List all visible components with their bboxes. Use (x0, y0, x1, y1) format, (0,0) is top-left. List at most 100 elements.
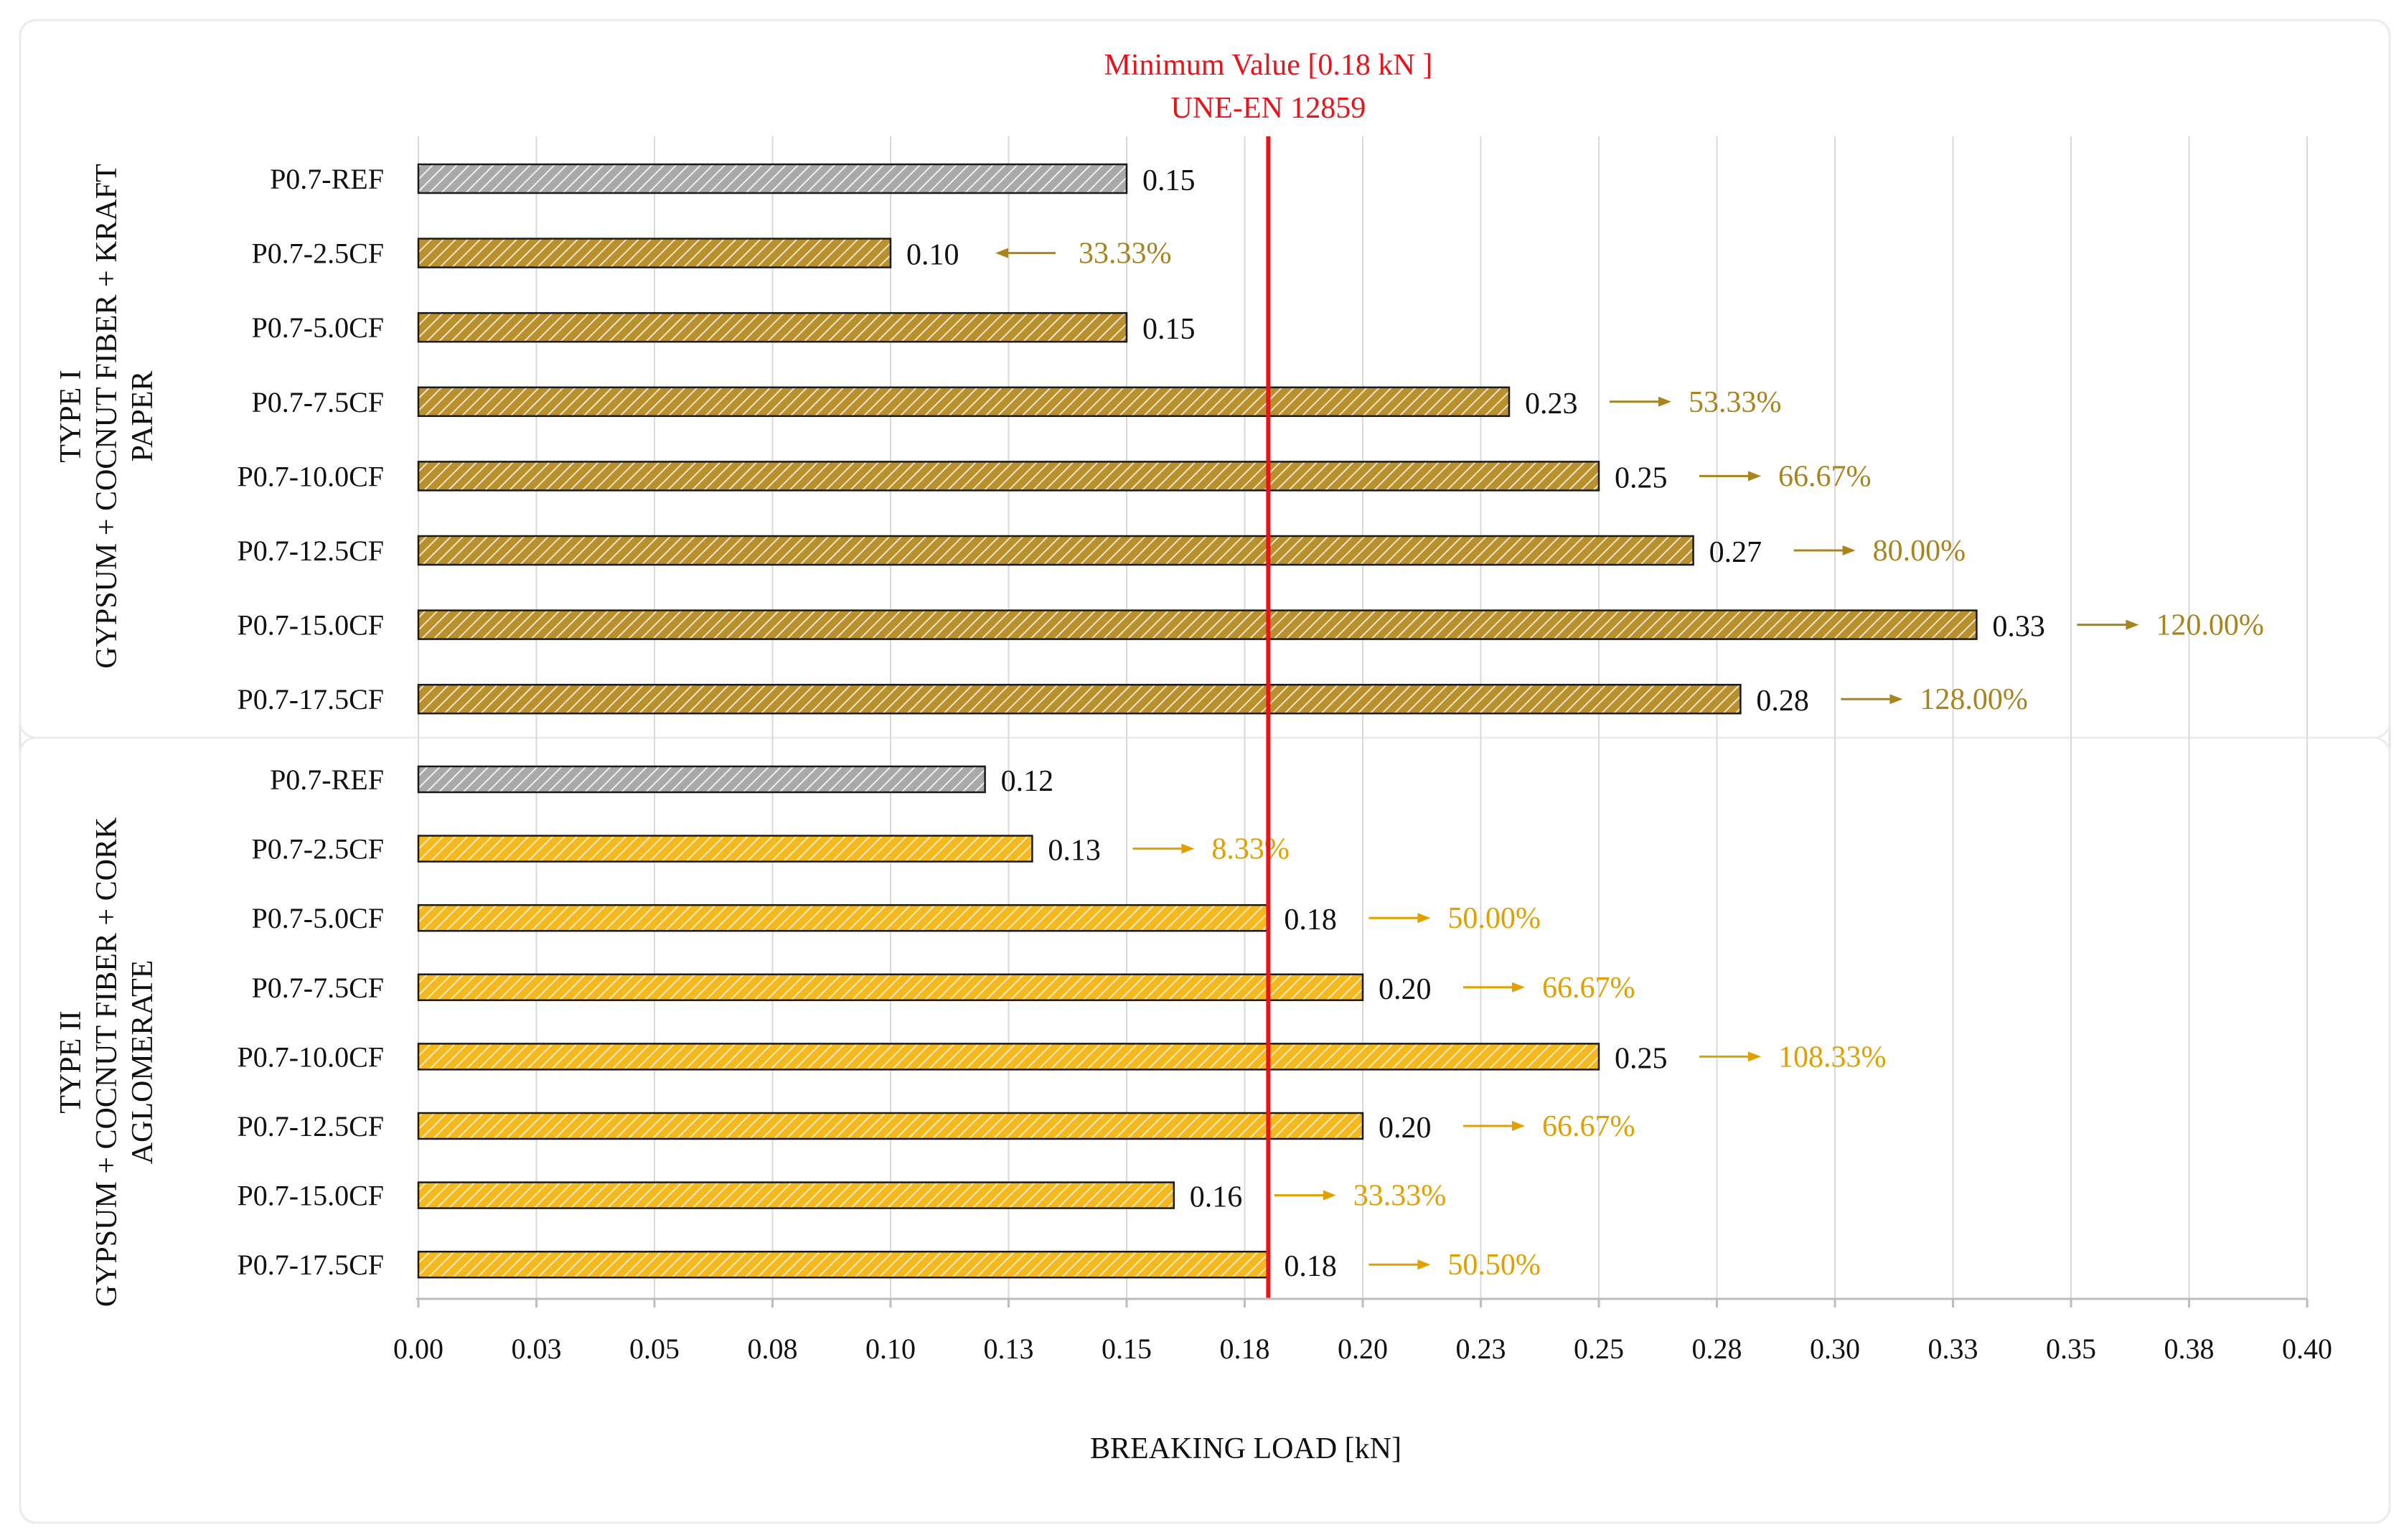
value-label: 0.18 (1284, 1250, 1337, 1283)
type2-group-description-cont: AGLOMERATE (126, 960, 159, 1165)
x-axis-title: BREAKING LOAD [kN] (1090, 1432, 1401, 1465)
category-label: P0.7-5.0CF (252, 902, 385, 934)
value-label: 0.16 (1190, 1181, 1243, 1214)
bar (417, 535, 1694, 566)
value-label: 0.12 (1001, 765, 1054, 798)
bar (417, 386, 1511, 418)
x-tick-label: 0.20 (1338, 1333, 1388, 1365)
bar (417, 1181, 1175, 1209)
value-label: 0.20 (1379, 1112, 1432, 1145)
type1-group-description: GYPSUM + COCNUT FIBER + KRAFT (90, 164, 123, 669)
change-arrow-head (1658, 396, 1671, 407)
reference-line-label: Minimum Value [0.18 kN ] (1104, 49, 1433, 82)
value-label: 0.20 (1379, 973, 1432, 1006)
x-tick-label: 0.05 (629, 1333, 680, 1365)
change-label: 33.33% (1079, 238, 1172, 271)
category-label: P0.7-12.5CF (238, 1110, 385, 1142)
bar (417, 903, 1269, 932)
category-label: P0.7-2.5CF (252, 238, 385, 270)
bar (417, 1112, 1364, 1140)
change-arrow-head (995, 248, 1008, 258)
change-label: 53.33% (1689, 386, 1782, 419)
change-label: 80.00% (1873, 535, 1966, 568)
type1-group-description-cont: PAPER (126, 371, 159, 462)
value-label: 0.23 (1525, 388, 1578, 421)
category-label: P0.7-7.5CF (252, 386, 385, 418)
x-tick-label: 0.08 (748, 1333, 798, 1365)
category-label: P0.7-15.0CF (238, 1180, 385, 1212)
category-label: P0.7-7.5CF (252, 972, 385, 1004)
change-arrow-head (1889, 694, 1903, 705)
bar (417, 311, 1128, 343)
bar (417, 973, 1364, 1002)
x-tick-label: 0.03 (512, 1333, 562, 1365)
reference-standard-label: UNE-EN 12859 (1171, 92, 1366, 125)
change-label: 50.50% (1447, 1249, 1540, 1282)
change-label: 50.00% (1447, 902, 1540, 935)
type2-group-description: GYPSUM + COCNUT FIBER + CORK (90, 817, 123, 1307)
change-label: 66.67% (1778, 460, 1872, 493)
x-tick-label: 0.00 (393, 1333, 443, 1365)
bar (417, 1043, 1600, 1071)
category-label: P0.7-5.0CF (252, 311, 385, 344)
gridlines (418, 136, 2308, 1299)
value-label: 0.15 (1142, 313, 1196, 346)
bar (417, 1250, 1269, 1279)
change-arrow-head (1323, 1190, 1336, 1201)
bar (417, 609, 1978, 640)
category-label: P0.7-10.0CF (238, 460, 385, 492)
change-label: 8.33% (1211, 833, 1290, 866)
change-label: 33.33% (1353, 1180, 1447, 1213)
value-label: 0.10 (906, 239, 959, 272)
bar (417, 683, 1742, 715)
type1-group-label: TYPE I (55, 370, 88, 463)
x-tick-label: 0.35 (2046, 1333, 2096, 1365)
value-label: 0.13 (1048, 835, 1101, 868)
x-tick-label: 0.28 (1692, 1333, 1742, 1365)
value-label: 0.25 (1615, 1042, 1668, 1075)
change-arrow-head (1181, 843, 1195, 854)
x-tick-label: 0.13 (984, 1333, 1034, 1365)
category-label: P0.7-REF (270, 764, 384, 796)
category-label: P0.7-12.5CF (238, 535, 385, 567)
change-arrow-head (1512, 1121, 1525, 1131)
change-label: 66.67% (1542, 972, 1635, 1005)
change-label: 108.33% (1778, 1041, 1887, 1074)
value-label: 0.27 (1709, 536, 1762, 569)
change-label: 66.67% (1542, 1110, 1635, 1143)
x-tick-label: 0.18 (1220, 1333, 1270, 1365)
x-tick-label: 0.23 (1456, 1333, 1506, 1365)
change-arrow-head (1842, 545, 1856, 555)
change-arrow-head (1748, 471, 1761, 482)
type2-group-label: TYPE II (55, 1010, 88, 1113)
change-label: 128.00% (1920, 683, 2028, 716)
value-label: 0.15 (1142, 164, 1196, 197)
x-tick-label: 0.25 (1574, 1333, 1624, 1365)
change-label: 120.00% (2156, 609, 2264, 642)
bar (417, 238, 892, 268)
value-label: 0.18 (1284, 903, 1337, 936)
value-label: 0.33 (1992, 611, 2045, 644)
change-arrow-head (1512, 982, 1525, 992)
x-tick-label: 0.40 (2282, 1333, 2332, 1365)
change-arrow-head (2126, 619, 2139, 630)
category-label: P0.7-17.5CF (238, 683, 385, 715)
category-label: P0.7-REF (270, 163, 384, 195)
x-tick-label: 0.38 (2164, 1333, 2215, 1365)
value-label: 0.25 (1615, 461, 1668, 494)
bar (417, 765, 986, 794)
bar (417, 835, 1033, 863)
change-arrow-head (1417, 913, 1431, 924)
x-tick-label: 0.30 (1810, 1333, 1860, 1365)
value-label: 0.28 (1756, 685, 1809, 718)
x-tick-label: 0.15 (1102, 1333, 1152, 1365)
bar (417, 461, 1600, 492)
category-label: P0.7-15.0CF (238, 609, 385, 642)
type2-panel (19, 736, 2391, 1524)
category-label: P0.7-10.0CF (238, 1041, 385, 1073)
change-arrow-head (1417, 1259, 1431, 1270)
x-tick-label: 0.33 (1928, 1333, 1978, 1365)
category-label: P0.7-17.5CF (238, 1249, 385, 1281)
category-label: P0.7-2.5CF (252, 833, 385, 865)
